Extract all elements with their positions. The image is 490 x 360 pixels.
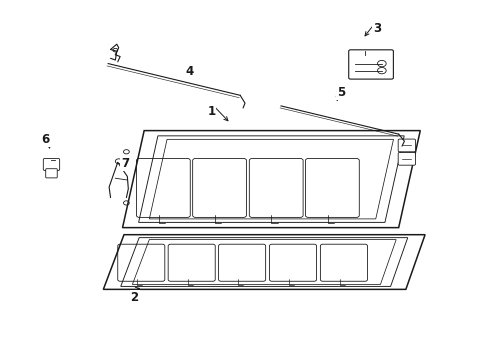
FancyBboxPatch shape xyxy=(46,169,57,178)
Text: 1: 1 xyxy=(207,105,216,118)
Text: 3: 3 xyxy=(373,22,381,35)
Text: 5: 5 xyxy=(337,86,345,99)
Text: 2: 2 xyxy=(130,291,139,303)
FancyBboxPatch shape xyxy=(398,153,416,165)
Text: 6: 6 xyxy=(42,133,50,146)
Text: 7: 7 xyxy=(121,157,129,170)
Text: 4: 4 xyxy=(186,65,194,78)
FancyBboxPatch shape xyxy=(398,139,416,152)
FancyBboxPatch shape xyxy=(349,50,393,79)
FancyBboxPatch shape xyxy=(43,158,60,171)
